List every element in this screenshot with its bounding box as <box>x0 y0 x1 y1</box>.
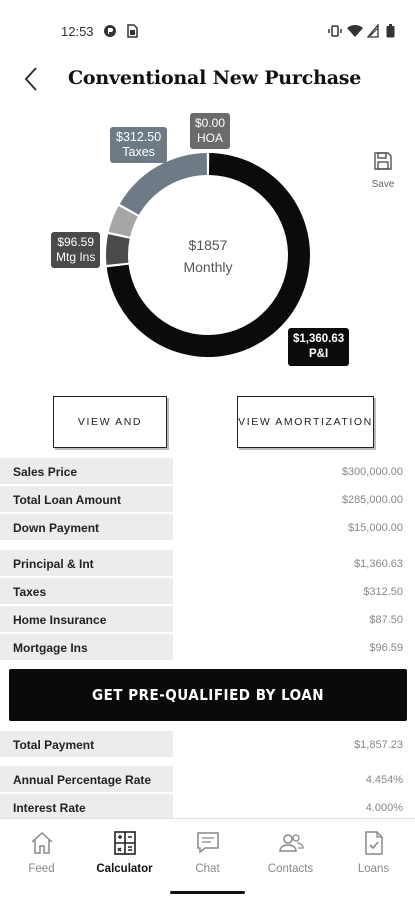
donut-center: $1857 Monthly <box>138 234 278 278</box>
mtg-ins-name: Mtg Ins <box>56 250 96 264</box>
donut-slice-mtg-ins <box>106 234 130 265</box>
tab-loans[interactable]: Loans <box>332 829 415 875</box>
row-label: Principal & Int <box>0 550 173 576</box>
back-button[interactable] <box>14 62 50 98</box>
taxes-label-tag: $312.50 Taxes <box>110 127 168 163</box>
bottom-tab-bar: Feed Calculator Chat Contacts Loans <box>0 818 415 900</box>
tab-feed-label: Feed <box>28 863 55 875</box>
p-and-i-name: P&I <box>309 348 329 360</box>
get-pre-qualified-button[interactable]: GET PRE-QUALIFIED BY LOAN <box>9 669 407 721</box>
mtg-ins-amount: $96.59 <box>57 235 95 249</box>
view-and-share-button[interactable]: VIEW AND SHARE <box>53 396 167 478</box>
row-label: Mortgage Ins <box>0 634 173 660</box>
contacts-icon <box>278 834 304 852</box>
donut-slice-home-insurance <box>108 205 138 237</box>
tab-loans-label: Loans <box>357 863 390 875</box>
row-value: 4.000% <box>173 794 415 820</box>
table-row: Total Payment $1,857.23 <box>0 731 415 759</box>
row-label: Total Loan Amount <box>0 486 173 512</box>
table-row: Principal & Int $1,360.63 <box>0 550 415 578</box>
sim-card-icon <box>127 24 138 38</box>
header: Conventional New Purchase <box>0 62 415 98</box>
payment-donut-chart: $1857 Monthly $0.00 HOA $312.50 Taxes $9… <box>0 100 415 390</box>
p-and-i-label-tag: $1,360.63 P&I <box>288 328 350 366</box>
payment-breakdown-table: Principal & Int $1,360.63 Taxes $312.50 … <box>0 550 415 662</box>
p-and-i-amount: $1,360.63 <box>293 333 345 345</box>
taxes-name: Taxes <box>122 145 155 159</box>
donut-center-amount: $1857 <box>188 237 228 253</box>
tab-contacts-label: Contacts <box>267 863 314 875</box>
row-label: Home Insurance <box>0 606 173 632</box>
table-row: Home Insurance $87.50 <box>0 606 415 634</box>
signal-icon <box>367 24 379 38</box>
row-label: Annual Percentage Rate <box>0 766 173 792</box>
notification-app-icon <box>104 25 116 37</box>
row-label: Sales Price <box>0 458 173 484</box>
page-title: Conventional New Purchase <box>68 67 362 89</box>
row-value: $1,857.23 <box>173 731 415 757</box>
hoa-amount: $0.00 <box>195 116 226 130</box>
row-value: $285,000.00 <box>173 486 415 512</box>
view-amortization-button[interactable]: VIEW AMORTIZATION <box>237 396 374 448</box>
calculator-icon <box>113 831 136 855</box>
loan-summary-table: Sales Price $300,000.00 Total Loan Amoun… <box>0 458 415 542</box>
battery-icon <box>386 24 395 38</box>
row-value: $96.59 <box>173 634 415 660</box>
tab-contacts[interactable]: Contacts <box>249 829 332 875</box>
chevron-left-icon <box>24 67 37 91</box>
row-label: Total Payment <box>0 731 173 757</box>
document-check-icon <box>364 831 383 855</box>
floppy-disk-icon <box>374 152 392 170</box>
hoa-label-tag: $0.00 HOA <box>190 113 231 149</box>
tab-chat-label: Chat <box>195 863 220 875</box>
chat-icon <box>196 832 219 854</box>
donut-chart-svg <box>106 153 310 357</box>
save-label: Save <box>371 179 395 190</box>
tab-feed[interactable]: Feed <box>0 829 83 875</box>
table-row: Mortgage Ins $96.59 <box>0 634 415 662</box>
hoa-name: HOA <box>197 131 224 145</box>
tab-calculator[interactable]: Calculator <box>83 829 166 875</box>
row-label: Interest Rate <box>0 794 173 820</box>
taxes-amount: $312.50 <box>116 130 162 144</box>
row-value: 4.454% <box>173 766 415 792</box>
table-row: Total Loan Amount $285,000.00 <box>0 486 415 514</box>
row-value: $15,000.00 <box>173 514 415 540</box>
tab-chat[interactable]: Chat <box>166 829 249 875</box>
tab-calculator-label: Calculator <box>96 863 153 875</box>
total-payment-table: Total Payment $1,857.23 <box>0 731 415 759</box>
wifi-icon <box>347 24 363 37</box>
vibrate-icon <box>328 25 342 37</box>
mtg-ins-label-tag: $96.59 Mtg Ins <box>51 232 101 268</box>
row-label: Down Payment <box>0 514 173 540</box>
donut-center-label: Monthly <box>183 259 233 275</box>
status-time: 12:53 <box>61 24 94 39</box>
row-value: $1,360.63 <box>173 550 415 576</box>
row-value: $87.50 <box>173 606 415 632</box>
row-value: $312.50 <box>173 578 415 604</box>
home-icon <box>30 831 53 854</box>
row-value: $300,000.00 <box>173 458 415 484</box>
save-button[interactable]: Save <box>365 150 401 192</box>
rates-table: Annual Percentage Rate 4.454% Interest R… <box>0 766 415 822</box>
table-row: Taxes $312.50 <box>0 578 415 606</box>
table-row: Annual Percentage Rate 4.454% <box>0 766 415 794</box>
table-row: Sales Price $300,000.00 <box>0 458 415 486</box>
donut-slice-taxes <box>119 153 208 215</box>
table-row: Down Payment $15,000.00 <box>0 514 415 542</box>
home-indicator <box>170 891 245 894</box>
row-label: Taxes <box>0 578 173 604</box>
status-bar: 12:53 <box>0 0 415 62</box>
